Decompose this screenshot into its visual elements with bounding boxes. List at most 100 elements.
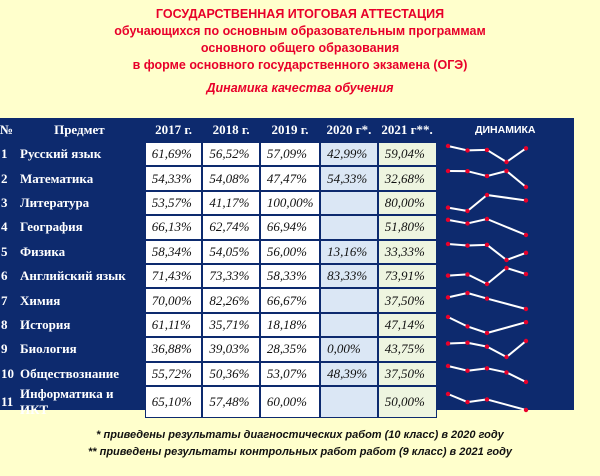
sparkline-segment xyxy=(447,342,468,345)
sparkline-segment xyxy=(485,267,507,285)
subject-name: Информатика и ИКТ xyxy=(20,385,114,417)
subject-name: История xyxy=(20,316,71,332)
sparkline-svg xyxy=(445,314,528,336)
dynamics-sparkline xyxy=(437,362,574,386)
value-2018: 50,36% xyxy=(202,361,260,386)
sparkline-point xyxy=(445,341,450,347)
sparkline-point xyxy=(445,205,450,210)
value-2019: 57,09% xyxy=(259,142,321,167)
row-number: 10 xyxy=(1,365,14,381)
dynamics-sparkline xyxy=(437,386,574,418)
sparkline-segment xyxy=(447,273,468,277)
row-number: 6 xyxy=(1,268,8,284)
col-header-2017: 2017 г. xyxy=(155,122,192,137)
value-2017: 71,43% xyxy=(144,263,203,289)
sparkline-segment xyxy=(505,267,526,276)
sparkline-segment xyxy=(466,398,487,403)
value-2021: 80,00% xyxy=(377,190,437,216)
value-2020: 13,16% xyxy=(320,239,378,264)
value-2017: 61,11% xyxy=(144,312,203,338)
dynamics-sparkline xyxy=(437,142,574,166)
value-2021: 47,14% xyxy=(377,312,437,338)
sparkline-point xyxy=(445,391,450,397)
sparkline-segment xyxy=(505,371,526,383)
sparkline-svg xyxy=(445,363,528,384)
footnotes: * приведены результаты диагностических р… xyxy=(0,427,600,461)
sparkline-segment xyxy=(486,367,507,374)
results-table-panel: № Предмет 2017 г. 2018 г. 2019 г. 2020 г… xyxy=(0,118,574,418)
sparkline-point xyxy=(464,290,470,295)
value-2018: 57,48% xyxy=(202,385,260,418)
sparkline-svg xyxy=(445,143,528,165)
sparkline-point xyxy=(445,241,450,246)
sparkline-point xyxy=(523,250,528,255)
row-number: 5 xyxy=(1,243,8,259)
value-2021: 50,00% xyxy=(377,385,437,418)
table-body: 1 Русский язык 61,69% 56,52% 57,09% 42,99% 59,… xyxy=(0,142,574,418)
sparkline-point xyxy=(484,147,489,153)
sparkline-point xyxy=(484,295,489,301)
value-2018: 73,33% xyxy=(202,263,260,289)
sparkline-segment xyxy=(466,243,487,247)
sparkline-point xyxy=(484,173,489,178)
sparkline-segment xyxy=(486,398,526,411)
footnote-2020: * приведены результаты диагностических р… xyxy=(96,429,504,441)
value-2019: 28,35% xyxy=(259,337,321,362)
subject-name: Литература xyxy=(20,194,90,210)
sparkline-segment xyxy=(466,291,487,300)
value-2019: 53,07% xyxy=(259,361,321,386)
sparkline-point xyxy=(523,198,528,203)
value-2020: 48,39% xyxy=(320,361,378,386)
subject-name: Физика xyxy=(20,243,66,259)
value-2020 xyxy=(320,190,378,216)
sparkline-segment xyxy=(486,346,507,359)
sparkline-point xyxy=(503,257,509,262)
value-2020: 42,99% xyxy=(320,142,378,167)
sparkline-segment xyxy=(486,218,526,237)
value-2018: 54,08% xyxy=(202,166,260,191)
value-2017: 55,72% xyxy=(144,361,203,386)
sparkline-point xyxy=(503,159,509,165)
col-header-2020: 2020 г*. xyxy=(326,122,372,137)
value-2017: 66,13% xyxy=(144,215,203,240)
sparkline-segment xyxy=(447,291,468,298)
row-number: 2 xyxy=(1,170,8,186)
header-line-3: основного общего образования xyxy=(200,41,400,55)
col-header-subject: Предмет xyxy=(54,122,105,137)
value-2021: 51,80% xyxy=(377,215,437,240)
value-2017: 70,00% xyxy=(144,288,203,313)
sparkline-point xyxy=(523,319,528,325)
col-header-2021: 2021 г**. xyxy=(381,122,433,137)
sparkline-point xyxy=(484,365,489,371)
value-2018: 39,03% xyxy=(202,337,260,362)
sparkline-point xyxy=(503,265,509,271)
row-number: 3 xyxy=(1,194,8,210)
dynamics-sparkline xyxy=(437,264,574,288)
sparkline-segment xyxy=(447,206,468,212)
table-row: 11 Информатика и ИКТ 65,10% 57,48% 60,00% 50,… xyxy=(0,385,574,418)
sparkline-point xyxy=(464,340,470,346)
value-2021: 32,68% xyxy=(377,166,437,191)
sparkline-segment xyxy=(447,219,468,225)
sparkline-segment xyxy=(447,242,468,247)
col-header-2018: 2018 г. xyxy=(212,122,250,137)
sparkline-point xyxy=(445,143,450,149)
header-line-4: в форме основного государственного экзам… xyxy=(132,58,468,72)
sparkline-point xyxy=(484,192,489,198)
value-2020 xyxy=(320,215,378,240)
sparkline-segment xyxy=(486,297,526,310)
table-row: 8 История 61,11% 35,71% 18,18% 47,14% xyxy=(0,312,574,338)
sparkline-svg xyxy=(445,265,528,287)
sparkline-point xyxy=(523,271,528,277)
sparkline-svg xyxy=(445,241,528,262)
value-2021: 43,75% xyxy=(377,337,437,362)
header-subtitle: Динамика качества обучения xyxy=(206,81,394,95)
value-2018: 82,26% xyxy=(202,288,260,313)
subject-name: Русский язык xyxy=(20,146,102,162)
sparkline-point xyxy=(464,221,470,226)
subject-name: Английский язык xyxy=(20,268,126,284)
row-number: 8 xyxy=(1,316,8,332)
sparkline-point xyxy=(445,314,450,320)
value-2019: 56,00% xyxy=(259,239,321,264)
value-2017: 54,33% xyxy=(144,166,203,191)
